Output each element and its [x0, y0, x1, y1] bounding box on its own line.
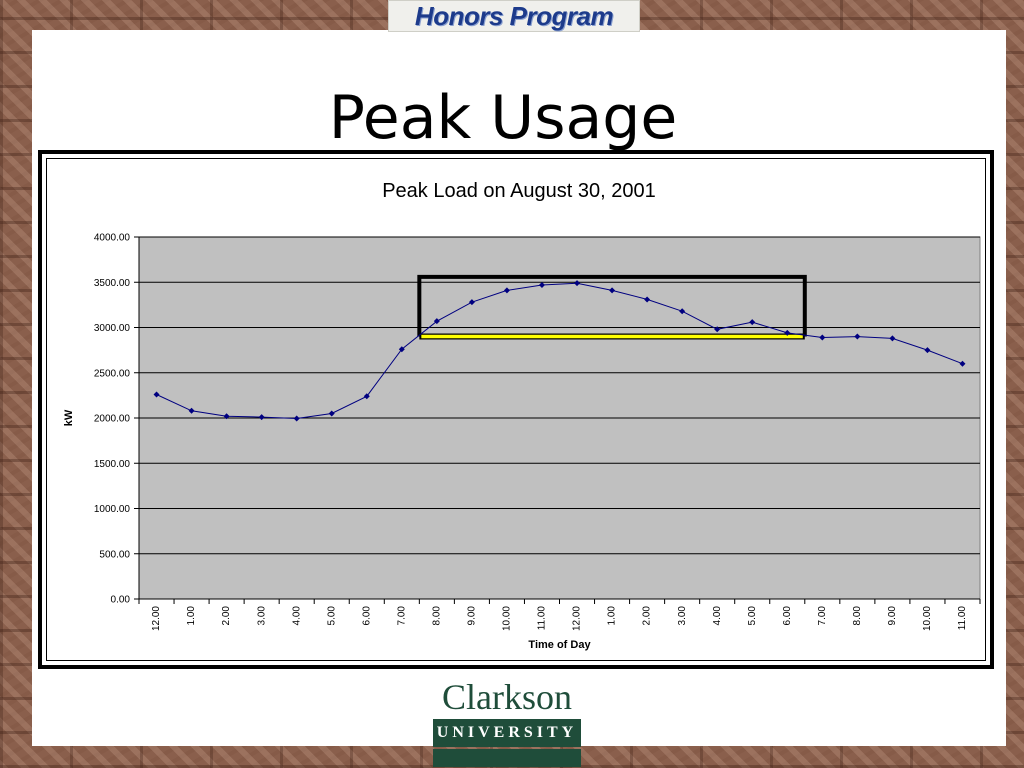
x-tick-label: 4.00: [291, 606, 302, 626]
x-tick-label: 11.00: [957, 606, 968, 631]
data-point: [819, 334, 826, 341]
x-tick-label: 9.00: [887, 606, 898, 626]
x-tick-label: 6.00: [782, 606, 793, 626]
y-tick-label: 1000.00: [94, 504, 131, 515]
data-point: [714, 326, 721, 333]
logo-wordmark: Clarkson: [442, 677, 572, 717]
data-point: [328, 410, 335, 417]
banner-text: Honors Program: [414, 0, 614, 31]
x-tick-label: 8.00: [852, 606, 863, 626]
x-tick-label: 11.00: [537, 606, 548, 631]
data-point: [574, 280, 581, 287]
data-point: [749, 319, 756, 326]
data-point: [538, 281, 545, 288]
logo-stripe: [433, 749, 581, 767]
chart-title: Peak Load on August 30, 2001: [382, 180, 656, 202]
data-point: [433, 318, 440, 325]
x-tick-label: 5.00: [326, 606, 337, 626]
x-tick-label: 8.00: [431, 606, 442, 626]
y-axis-label: kW: [63, 409, 75, 426]
data-point: [363, 393, 370, 400]
y-tick-label: 3500.00: [94, 278, 131, 289]
data-point: [609, 287, 616, 294]
x-tick-label: 2.00: [221, 606, 232, 626]
data-point: [959, 360, 966, 367]
x-tick-label: 4.00: [712, 606, 723, 626]
data-point: [503, 287, 510, 294]
x-tick-label: 10.00: [502, 606, 513, 631]
clarkson-logo: Clarkson UNIVERSITY: [433, 679, 581, 767]
x-tick-label: 7.00: [396, 606, 407, 626]
chart-frame-inner: [46, 158, 986, 661]
y-tick-label: 3000.00: [94, 323, 131, 334]
x-tick-label: 7.00: [817, 606, 828, 626]
x-tick-label: 2.00: [642, 606, 653, 626]
x-axis-label: Time of Day: [528, 639, 591, 651]
y-tick-label: 2000.00: [94, 414, 131, 425]
x-tick-label: 1.00: [186, 606, 197, 626]
y-tick-label: 4000.00: [94, 233, 131, 244]
x-tick-label: 5.00: [747, 606, 758, 626]
data-point: [468, 299, 475, 306]
x-tick-label: 1.00: [607, 606, 618, 626]
data-point: [679, 308, 686, 315]
data-point: [784, 329, 791, 336]
data-point: [398, 346, 405, 353]
x-tick-label: 3.00: [677, 606, 688, 626]
honors-program-banner: Honors Program: [388, 0, 640, 32]
x-tick-label: 12.00: [151, 606, 162, 631]
x-tick-label: 10.00: [922, 606, 933, 631]
y-tick-label: 0.00: [111, 595, 131, 606]
data-point: [258, 414, 265, 421]
data-point: [188, 407, 195, 414]
y-tick-label: 2500.00: [94, 368, 131, 379]
data-point: [924, 347, 931, 354]
peak-load-chart: 0.00 500.00 1000.00 1500.00 2000.00 2500.00 30…: [63, 180, 981, 651]
x-tick-label: 6.00: [361, 606, 372, 626]
data-point: [889, 335, 896, 342]
data-point: [293, 415, 300, 422]
slide-title: Peak Usage: [328, 83, 678, 153]
logo-bar: UNIVERSITY: [433, 719, 581, 747]
data-point: [854, 333, 861, 340]
data-point: [153, 391, 160, 398]
data-point: [644, 296, 651, 303]
series-line: [156, 282, 963, 420]
logo-subtitle: UNIVERSITY: [436, 724, 578, 741]
peak-period-box: [417, 274, 807, 337]
y-tick-label: 1500.00: [94, 459, 131, 470]
x-tick-label: 12.00: [572, 606, 583, 631]
chart-frame: 0.00 500.00 1000.00 1500.00 2000.00 2500.00 30…: [38, 150, 994, 669]
x-tick-label: 3.00: [256, 606, 267, 626]
x-tick-label: 9.00: [467, 606, 478, 626]
y-tick-label: 500.00: [99, 549, 130, 560]
data-point: [223, 413, 230, 420]
